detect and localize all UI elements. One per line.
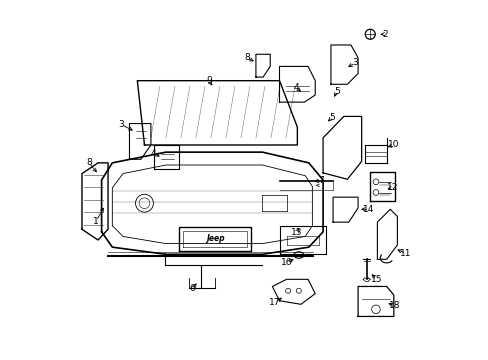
Text: 8: 8 bbox=[244, 53, 250, 62]
Text: 13: 13 bbox=[290, 228, 302, 237]
Text: 14: 14 bbox=[363, 205, 374, 214]
Text: 1: 1 bbox=[93, 217, 99, 226]
Text: 17: 17 bbox=[268, 298, 280, 307]
Text: 4: 4 bbox=[150, 149, 156, 158]
Text: 3: 3 bbox=[118, 120, 124, 129]
Text: 3: 3 bbox=[352, 58, 357, 67]
Text: 5: 5 bbox=[328, 113, 334, 122]
Text: Jeep: Jeep bbox=[205, 234, 224, 243]
Text: 9: 9 bbox=[205, 76, 211, 85]
Text: 4: 4 bbox=[293, 83, 299, 92]
Text: 18: 18 bbox=[388, 301, 400, 310]
Text: 10: 10 bbox=[387, 140, 399, 149]
Text: 7: 7 bbox=[318, 176, 324, 185]
Text: 2: 2 bbox=[382, 30, 387, 39]
Text: 12: 12 bbox=[386, 183, 398, 192]
Text: 5: 5 bbox=[333, 87, 339, 96]
Text: 8: 8 bbox=[86, 158, 92, 167]
Text: 6: 6 bbox=[189, 284, 195, 293]
Text: 11: 11 bbox=[399, 249, 411, 258]
Text: 16: 16 bbox=[280, 258, 292, 267]
Text: 15: 15 bbox=[370, 275, 382, 284]
